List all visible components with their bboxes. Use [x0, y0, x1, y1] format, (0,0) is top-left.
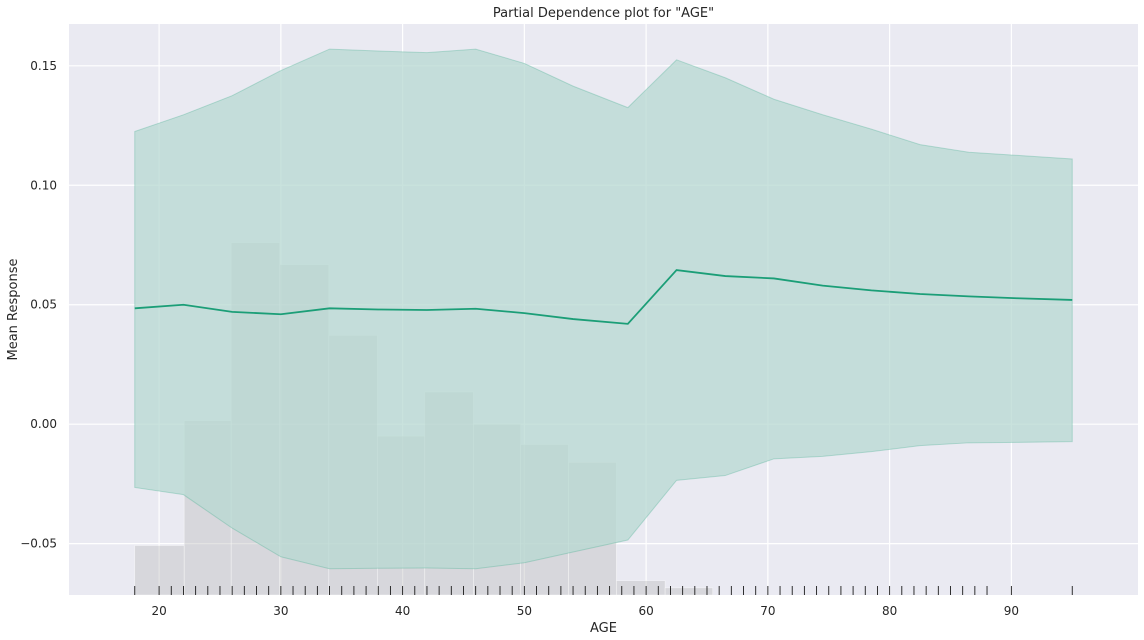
- y-tick-label: 0.00: [30, 417, 57, 431]
- x-tick-label: 90: [1004, 604, 1019, 618]
- y-tick-label: 0.05: [30, 298, 57, 312]
- x-tick-label: 50: [517, 604, 532, 618]
- rug-marks: [134, 586, 1073, 595]
- x-tick-label: 30: [273, 604, 288, 618]
- histogram-bar: [616, 580, 666, 596]
- x-axis-label: AGE: [590, 621, 617, 636]
- x-tick-label: 60: [638, 604, 653, 618]
- y-tick-label: 0.15: [30, 59, 57, 73]
- y-axis-label: Mean Response: [6, 259, 21, 361]
- x-axis-ticks: 20 30 40 50 60 70 80 90: [151, 604, 1019, 618]
- mean-response-polyline: [134, 269, 1073, 325]
- chart-title: Partial Dependence plot for "AGE": [493, 6, 714, 21]
- x-tick-label: 40: [395, 604, 410, 618]
- histogram-bar: [664, 587, 714, 596]
- y-axis-ticks: −0.05 0.00 0.05 0.10 0.15: [20, 59, 57, 551]
- x-tick-label: 80: [882, 604, 897, 618]
- x-tick-label: 70: [760, 604, 775, 618]
- y-tick-label: −0.05: [20, 537, 57, 551]
- y-tick-label: 0.10: [30, 178, 57, 192]
- confidence-band: [134, 48, 1073, 570]
- mean-response-line: [134, 269, 1073, 325]
- confidence-band-area: [134, 48, 1073, 570]
- x-tick-label: 20: [151, 604, 166, 618]
